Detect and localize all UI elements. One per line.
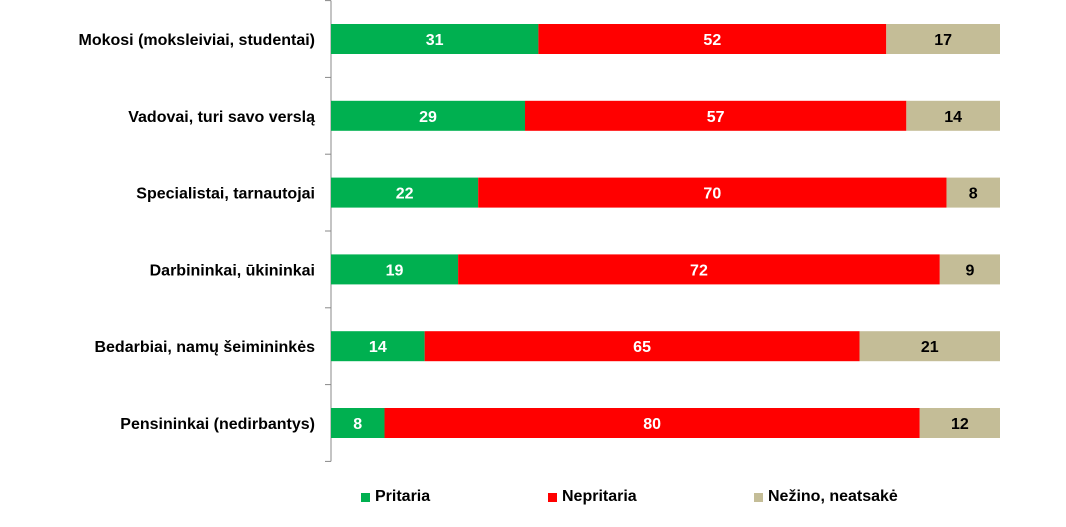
data-label: 80 [643,416,661,433]
data-label: 21 [921,339,939,356]
bar-segment [331,177,479,208]
bar-segment [384,408,920,438]
legend-swatch-pritaria [361,492,370,502]
bar-segment [946,177,1000,208]
legend-item-pritaria: Pritaria [361,488,430,506]
bar-segment [906,100,1000,131]
data-label: 8 [969,186,978,203]
data-label: 14 [944,109,962,126]
category-label: Specialistai, tarnautojai [136,186,315,203]
legend-item-nezino: Nežino, neatsakė [754,488,898,506]
category-label: Bedarbiai, namų šeimininkės [94,339,315,356]
bar-segment [478,177,947,208]
legend-swatch-nepritaria [548,492,557,502]
data-label: 52 [703,32,721,49]
category-labels: Mokosi (moksleiviai, studentai) Vadovai, … [79,32,316,433]
bars: 31 52 17 29 57 14 22 70 8 19 72 9 14 65 21 8 80 12 [331,24,1000,438]
legend-label-nepritaria: Nepritaria [562,488,637,505]
bar-segment [331,254,459,285]
bar-segment [331,408,385,438]
category-label: Vadovai, turi savo verslą [128,109,315,126]
data-label: 31 [426,32,444,49]
data-label: 72 [690,262,708,279]
data-label: 19 [386,262,404,279]
data-label: 9 [965,262,974,279]
category-label: Mokosi (moksleiviai, studentai) [79,32,316,49]
bar-segment [859,331,1000,362]
bar-segment [919,408,1000,438]
data-label: 14 [369,339,387,356]
data-label: 70 [703,186,721,203]
legend: Pritaria Nepritaria Nežino, neatsakė [0,488,1066,512]
bar-segment [458,254,940,285]
data-label: 17 [934,32,952,49]
axis [325,0,332,462]
bar-segment [331,100,526,131]
bar-segment [538,24,887,54]
bar-segment [939,254,1000,285]
legend-label-nezino: Nežino, neatsakė [768,488,898,505]
data-label: 65 [633,339,651,356]
legend-swatch-nezino [754,492,763,502]
legend-item-nepritaria: Nepritaria [548,488,637,506]
bar-segment [331,331,425,362]
data-label: 8 [353,416,362,433]
bar-segment [525,100,907,131]
data-label: 22 [396,186,414,203]
bar-segment [331,24,539,54]
bar-segment [886,24,1000,54]
data-label: 57 [707,109,725,126]
data-label: 29 [419,109,437,126]
bar-segment [424,331,860,362]
data-label: 12 [951,416,969,433]
category-label: Darbininkai, ūkininkai [150,262,315,279]
category-label: Pensininkai (nedirbantys) [120,416,315,433]
legend-label-pritaria: Pritaria [375,488,431,505]
stacked-bar-chart: Mokosi (moksleiviai, studentai) Vadovai, … [79,0,1000,462]
